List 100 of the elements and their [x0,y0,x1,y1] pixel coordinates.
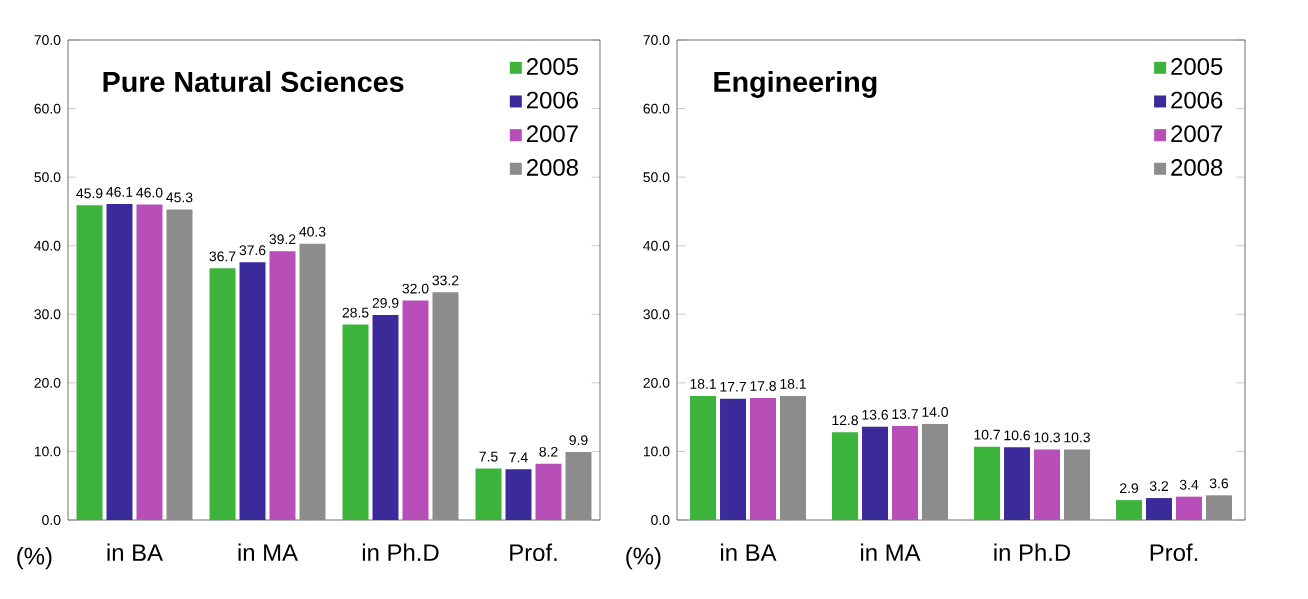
y-tick-label: 70.0 [34,35,61,45]
y-tick-label: 60.0 [643,103,670,114]
y-tick-label: 10.0 [643,446,670,457]
y-tick-label: 30.0 [643,309,670,320]
data-label: 2.9 [1120,483,1139,494]
data-label: 3.6 [1209,478,1229,489]
legend-label: 2006 [526,91,578,109]
bar [1034,449,1061,520]
data-label: 10.6 [1004,430,1030,441]
bar [299,243,326,520]
x-tick-label: in Ph.D [362,543,439,561]
data-label: 3.4 [1179,479,1199,490]
legend-label: 2006 [1171,91,1223,109]
data-label: 37.6 [239,245,266,256]
data-label: 3.2 [1149,481,1169,492]
data-label: 10.3 [1064,432,1090,443]
data-label: 7.5 [479,451,498,462]
data-label: 13.7 [892,409,918,420]
bar [1004,447,1031,520]
y-tick-label: 10.0 [34,446,61,457]
bar [892,426,918,520]
data-label: 33.2 [432,275,459,286]
bar [402,300,429,520]
bar [779,395,806,520]
data-label: 32.0 [402,283,429,294]
legend-label: 2008 [1171,158,1223,176]
y-axis-title: (%) [626,547,661,570]
bar [209,268,236,520]
legend-label: 2005 [526,57,578,75]
data-label: 39.2 [269,234,296,245]
x-tick-label: in BA [107,543,163,561]
data-label: 46.0 [136,187,163,198]
bar [720,398,747,520]
bar [505,469,532,520]
bar [565,452,592,520]
bar [1205,495,1232,520]
y-tick-label: 20.0 [34,377,61,388]
y-tick-label: 50.0 [643,172,670,183]
y-tick-label: 40.0 [34,240,61,251]
data-label: 18.1 [780,378,806,389]
data-label: 7.4 [509,452,528,463]
data-label: 10.7 [974,429,1000,440]
data-label: 10.3 [1034,432,1060,443]
legend-label: 2005 [1171,57,1223,75]
bar [106,203,133,520]
x-tick-label: in BA [721,543,777,561]
data-label: 9.9 [569,435,588,446]
bar [76,205,103,520]
data-label: 36.7 [209,251,236,262]
bar [269,251,296,520]
data-label: 17.7 [720,382,746,392]
bar [1176,496,1203,520]
y-tick-label: 0.0 [42,515,61,525]
legend-label: 2007 [1171,125,1223,143]
legend-label: 2008 [526,158,578,176]
data-label: 17.8 [750,381,776,391]
legend-label: 2007 [526,125,578,143]
x-tick-label: in Ph.D [994,543,1071,561]
y-tick-label: 60.0 [34,103,61,114]
data-label: 40.3 [299,226,326,237]
bar [535,463,562,520]
y-tick-label: 50.0 [34,172,61,183]
data-label: 29.9 [372,298,399,308]
data-label: 13.6 [862,409,888,420]
data-label: 45.3 [166,192,193,203]
bar [342,324,369,520]
bar [372,314,399,520]
x-tick-label: Prof. [510,543,557,562]
data-label: 12.8 [832,415,858,426]
bar [136,204,163,520]
bar [832,432,859,520]
y-tick-label: 0.0 [651,515,670,525]
y-tick-label: 70.0 [643,35,670,45]
bar [1116,500,1143,520]
bar [750,397,776,520]
bar [432,292,459,520]
data-label: 18.1 [690,378,716,389]
bar [166,209,193,520]
y-tick-label: 30.0 [34,309,61,320]
bar [974,446,1001,520]
data-label: 28.5 [342,307,369,318]
x-tick-label: Prof. [1150,543,1198,562]
text: Pure Natural Sciences [103,71,404,93]
text: Engineering [714,71,877,98]
bar [690,395,717,520]
data-label: 45.9 [76,188,103,199]
data-label: 14.0 [922,407,949,417]
y-tick-label: 20.0 [643,377,670,388]
data-label: 8.2 [539,446,558,457]
bar [862,426,889,520]
x-tick-label: in MA [238,543,298,561]
bar [1146,498,1173,520]
bar [921,424,948,520]
bar [239,262,266,520]
bar [475,468,502,520]
data-label: 46.1 [106,187,133,197]
x-tick-label: in MA [861,543,921,561]
bar [1063,449,1090,520]
y-axis-title: (%) [17,547,52,570]
y-tick-label: 40.0 [643,240,670,251]
